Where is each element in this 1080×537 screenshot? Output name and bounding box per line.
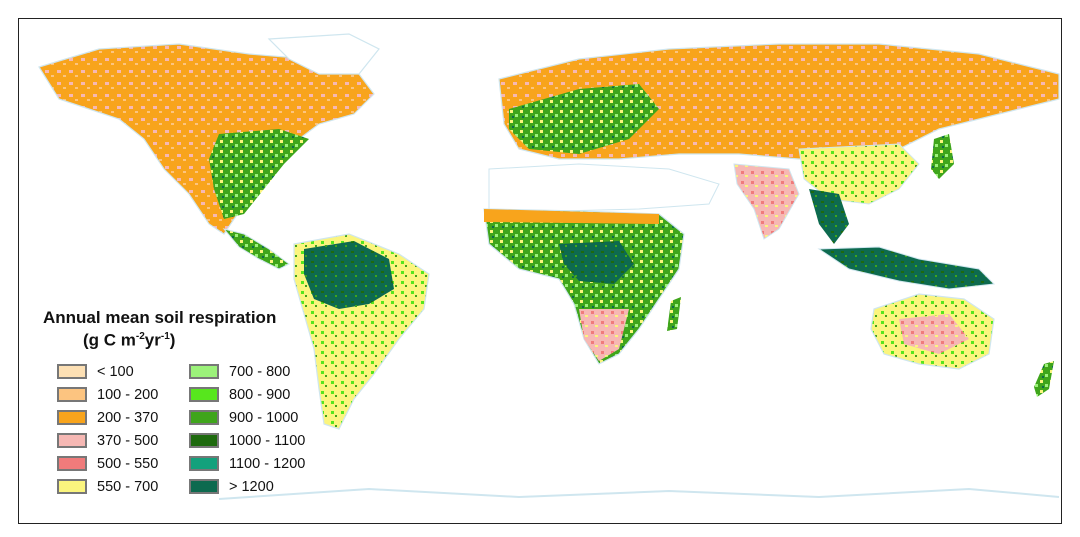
world-map <box>38 33 1060 500</box>
madagascar <box>667 297 681 331</box>
legend-label: < 100 <box>97 363 134 380</box>
africa-region <box>483 208 685 365</box>
north-america-forest <box>209 129 309 219</box>
legend-swatch <box>189 387 219 402</box>
legend-title: Annual mean soil respiration (g C m-2yr-… <box>43 308 333 350</box>
legend-swatch <box>189 364 219 379</box>
map-frame: Annual mean soil respiration (g C m-2yr-… <box>18 18 1062 524</box>
legend-item: < 100 <box>57 360 158 383</box>
legend-swatch <box>57 410 87 425</box>
legend-swatch <box>189 456 219 471</box>
legend-item: 100 - 200 <box>57 383 158 406</box>
legend-swatch <box>189 410 219 425</box>
amazon-forest <box>304 241 394 309</box>
central-america-region <box>222 228 290 270</box>
legend-title-line1: Annual mean soil respiration <box>43 308 277 327</box>
legend-label: 200 - 370 <box>97 409 159 426</box>
legend-label: 800 - 900 <box>229 386 291 403</box>
legend-label: 370 - 500 <box>97 432 159 449</box>
congo-forest <box>559 241 634 284</box>
legend-label: 1000 - 1100 <box>229 432 306 449</box>
legend-item: 1100 - 1200 <box>189 452 305 475</box>
europe-green <box>509 84 659 154</box>
legend-item: 1000 - 1100 <box>189 429 305 452</box>
new-zealand <box>1034 361 1054 397</box>
east-asia-region <box>798 143 920 205</box>
legend-swatch <box>189 479 219 494</box>
legend-swatch <box>57 387 87 402</box>
legend-item: 500 - 550 <box>57 452 158 475</box>
greenland-ice <box>267 33 380 75</box>
antarctica-coast <box>218 487 1060 500</box>
legend-item: 200 - 370 <box>57 406 158 429</box>
legend-swatch <box>57 456 87 471</box>
japan <box>931 134 954 179</box>
legend-swatch <box>57 479 87 494</box>
sahel-band <box>484 209 659 224</box>
india-region <box>733 163 800 240</box>
legend-title-unit: (g C m-2yr-1) <box>83 330 176 350</box>
legend: Annual mean soil respiration (g C m-2yr-… <box>43 308 333 495</box>
legend-swatch <box>57 433 87 448</box>
legend-label: 700 - 800 <box>229 363 291 380</box>
legend-swatch <box>189 433 219 448</box>
legend-item: 900 - 1000 <box>189 406 305 429</box>
legend-label: 500 - 550 <box>97 455 159 472</box>
legend-item: 550 - 700 <box>57 475 158 498</box>
legend-swatch <box>57 364 87 379</box>
southern-africa <box>579 309 629 361</box>
legend-label: > 1200 <box>229 478 274 495</box>
legend-item: 700 - 800 <box>189 360 305 383</box>
legend-label: 1100 - 1200 <box>229 455 306 472</box>
indonesia-islands <box>817 246 996 290</box>
legend-label: 550 - 700 <box>97 478 159 495</box>
sahara-desert <box>488 163 720 212</box>
legend-label: 900 - 1000 <box>229 409 299 426</box>
australia-interior <box>899 314 969 354</box>
legend-item: > 1200 <box>189 475 305 498</box>
southeast-asia-region <box>809 189 849 244</box>
legend-item: 800 - 900 <box>189 383 305 406</box>
legend-item: 370 - 500 <box>57 429 158 452</box>
eurasia-region <box>498 43 1060 160</box>
legend-label: 100 - 200 <box>97 386 159 403</box>
